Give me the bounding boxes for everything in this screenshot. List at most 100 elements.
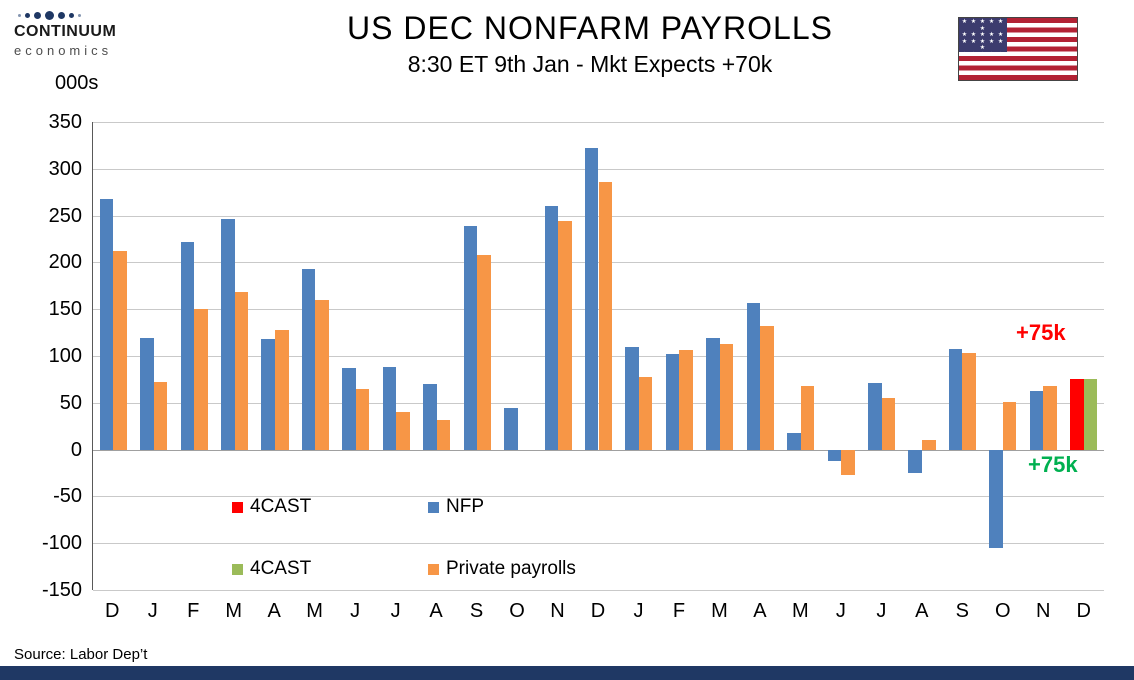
x-tick-label: J — [835, 600, 846, 622]
bar-private-payrolls-17 — [800, 385, 815, 450]
bar-private-payrolls-7 — [396, 412, 410, 450]
y-tick-label: -150 — [41, 579, 82, 601]
x-tick-label: N — [1036, 600, 1051, 622]
gridline — [93, 168, 1104, 170]
bar-nfp-13 — [625, 346, 639, 450]
bar-private-payrolls-1 — [153, 382, 168, 450]
us-flag-stars: ★ ★ ★ ★ ★ ★ ★ ★ ★ ★ ★ ★ ★ ★ ★ ★ ★ ★ ★ ★ … — [959, 18, 1007, 52]
logo-dot-icon — [58, 11, 65, 19]
bar-nfp-8 — [423, 384, 437, 450]
bar-private-payrolls-23 — [1043, 385, 1057, 450]
x-tick-label: N — [550, 600, 565, 622]
bar-4cast-private-forecast-24 — [1083, 379, 1098, 450]
chart-subtitle: 8:30 ET 9th Jan - Mkt Expects +70k — [407, 51, 773, 77]
bar-nfp-2 — [180, 241, 195, 450]
x-tick-label: J — [876, 600, 887, 622]
bar-4cast-nfp-forecast-24 — [1070, 379, 1084, 450]
logo-dot-icon — [25, 12, 30, 18]
bar-private-payrolls-12 — [598, 181, 613, 450]
bar-private-payrolls-22 — [1002, 401, 1017, 450]
logo-dot-icon — [18, 13, 21, 17]
bar-nfp-17 — [787, 432, 801, 450]
x-tick-label: A — [753, 600, 767, 622]
y-tick-label: 200 — [48, 251, 82, 274]
x-tick-label: D — [590, 600, 606, 622]
bar-nfp-18 — [827, 449, 842, 461]
x-tick-label: J — [350, 600, 361, 622]
chart-title: US DEC NONFARM PAYROLLS — [347, 10, 833, 46]
logo-dot-icon — [34, 11, 41, 19]
annotation-private-forecast: +75k — [1028, 452, 1078, 477]
bar-private-payrolls-19 — [881, 398, 896, 450]
gridline — [93, 496, 1104, 498]
x-tick-label: A — [915, 600, 929, 622]
bar-private-payrolls-8 — [436, 419, 451, 450]
x-tick-label: D — [1076, 600, 1091, 622]
y-tick-label: 150 — [48, 298, 82, 321]
bar-nfp-15 — [706, 338, 720, 450]
bar-private-payrolls-4 — [274, 329, 289, 450]
x-tick-label: M — [225, 600, 242, 622]
x-tick-label: M — [306, 600, 323, 622]
logo-dot-icon — [69, 12, 74, 18]
y-tick-label: -50 — [53, 485, 82, 508]
x-tick-label: J — [147, 600, 158, 622]
gridline-zero — [93, 449, 1104, 451]
bar-nfp-7 — [382, 367, 397, 450]
bar-nfp-3 — [220, 219, 235, 450]
bar-nfp-10 — [504, 408, 518, 450]
x-tick-label: J — [390, 600, 401, 622]
bar-nfp-14 — [665, 354, 680, 450]
y-axis-unit-label: 000s — [55, 72, 99, 94]
x-tick-label: O — [509, 600, 525, 622]
bar-private-payrolls-14 — [679, 350, 693, 450]
y-tick-label: 350 — [48, 111, 82, 133]
x-tick-label: M — [711, 600, 728, 622]
x-tick-label: S — [469, 600, 484, 622]
bar-private-payrolls-13 — [638, 376, 653, 450]
bar-private-payrolls-16 — [760, 326, 774, 450]
annotation-nfp-forecast: +75k — [1016, 320, 1066, 345]
y-tick-label: 300 — [48, 157, 82, 180]
continuum-economics-logo: CONTINUUM economics — [14, 10, 116, 58]
bar-private-payrolls-6 — [355, 388, 370, 450]
bar-private-payrolls-15 — [719, 343, 734, 450]
us-flag-icon: ★ ★ ★ ★ ★ ★ ★ ★ ★ ★ ★ ★ ★ ★ ★ ★ ★ ★ ★ ★ … — [958, 17, 1078, 81]
y-tick-label: -100 — [41, 532, 82, 555]
source-note: Source: Labor Dep’t — [14, 646, 148, 663]
bar-nfp-4 — [261, 339, 275, 450]
bar-private-payrolls-2 — [194, 309, 208, 450]
x-tick-label: A — [429, 600, 443, 622]
x-tick-label: D — [105, 600, 120, 622]
gridline — [93, 543, 1104, 545]
bar-nfp-22 — [989, 449, 1003, 548]
bar-private-payrolls-9 — [477, 254, 491, 450]
bottom-accent-band — [0, 666, 1134, 680]
logo-name: CONTINUUM — [14, 23, 117, 40]
logo-dot-icon — [45, 10, 54, 20]
x-tick-label: S — [955, 600, 969, 622]
logo-subtitle: economics — [14, 43, 113, 58]
bar-nfp-21 — [948, 349, 963, 450]
x-tick-label: J — [633, 600, 644, 622]
bar-nfp-23 — [1029, 390, 1044, 450]
y-tick-label: 0 — [70, 438, 82, 461]
chart-header: US DEC NONFARM PAYROLLS 8:30 ET 9th Jan … — [170, 10, 1010, 78]
bar-nfp-0 — [99, 198, 114, 450]
bar-nfp-11 — [544, 206, 559, 450]
bar-private-payrolls-18 — [841, 449, 855, 475]
logo-dot-icon — [78, 13, 81, 17]
bar-private-payrolls-3 — [234, 292, 249, 450]
bar-nfp-5 — [301, 268, 316, 450]
x-tick-label: O — [995, 600, 1011, 622]
x-tick-label: F — [187, 600, 200, 622]
gridline — [93, 590, 1104, 591]
plot-area — [92, 122, 1104, 591]
x-tick-label: F — [672, 600, 686, 622]
bar-nfp-19 — [868, 383, 882, 450]
bar-nfp-12 — [584, 148, 599, 450]
bar-nfp-16 — [746, 302, 761, 450]
bar-private-payrolls-0 — [113, 251, 127, 450]
bar-nfp-9 — [463, 225, 478, 450]
